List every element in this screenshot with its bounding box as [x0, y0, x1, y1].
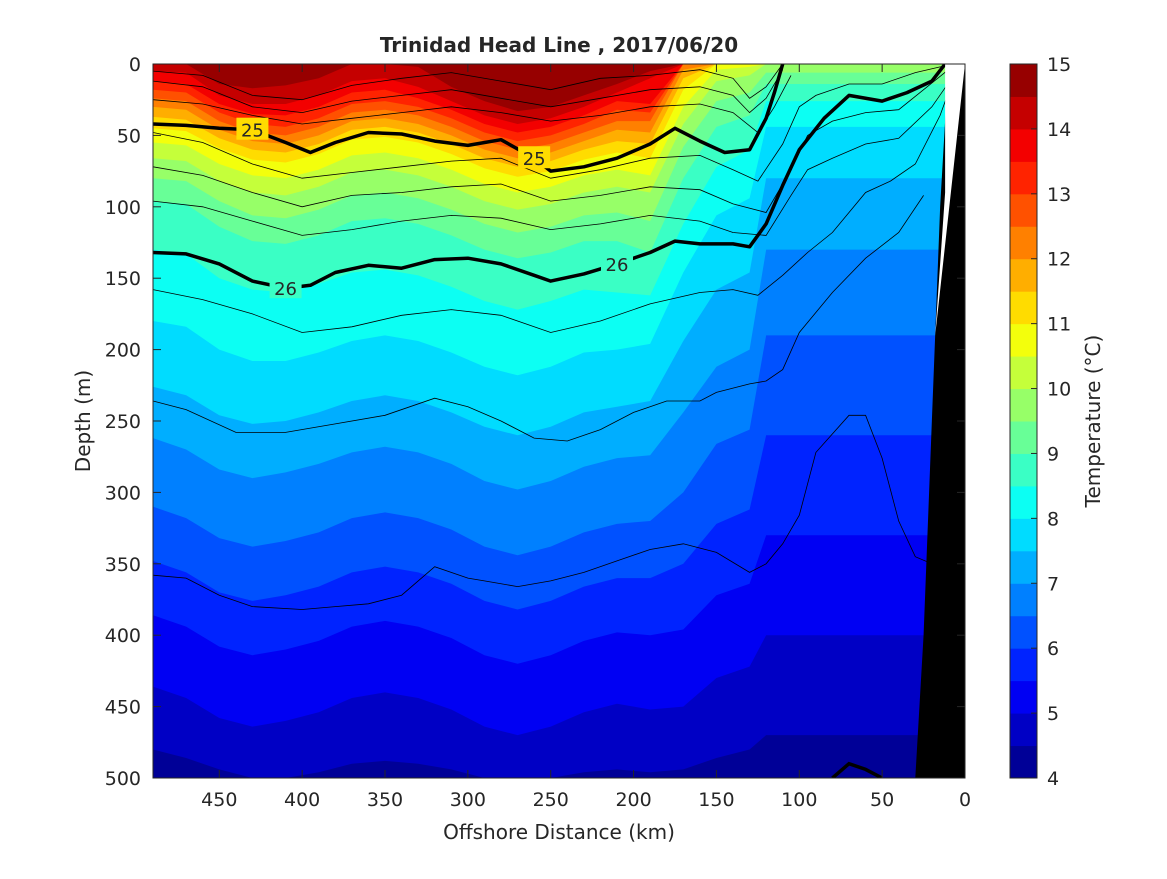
- colorbar-tick-label: 10: [1047, 379, 1071, 401]
- x-tick-label: 250: [533, 789, 569, 811]
- density-contour-line: [153, 75, 792, 134]
- colorbar-swatch: [1010, 64, 1037, 97]
- colorbar-tick-label: 12: [1047, 249, 1071, 271]
- y-tick-label: 250: [105, 411, 141, 433]
- y-tick-label: 50: [117, 125, 141, 147]
- axes: 450 400 350 300 250 200 150 100 50 00501001502002…: [105, 54, 971, 811]
- coast-gap: [935, 64, 965, 336]
- colorbar-tick-label: 11: [1047, 314, 1071, 336]
- density-contour-line: [153, 69, 784, 114]
- colorbar-tick-label: 15: [1047, 54, 1071, 76]
- y-tick-label: 0: [129, 54, 141, 76]
- y-tick-label: 200: [105, 340, 141, 362]
- colorbar-swatch: [1010, 453, 1037, 487]
- density-contour-line: [153, 69, 949, 213]
- density-contour-line: [153, 195, 924, 442]
- colorbar-tick-label: 6: [1047, 638, 1059, 660]
- contour-label-background: [236, 117, 269, 140]
- density-contour-line: [153, 64, 784, 101]
- colorbar-swatch: [1010, 713, 1037, 747]
- x-axis-label: Offshore Distance (km): [443, 820, 675, 844]
- x-tick-label: 50: [870, 789, 894, 811]
- colorbar-swatch: [1010, 356, 1037, 390]
- colorbar-swatch: [1010, 258, 1037, 292]
- colorbar-swatch: [1010, 96, 1037, 130]
- colorbar-swatch: [1010, 388, 1037, 422]
- contour-label-background: [518, 146, 551, 169]
- colorbar-swatch: [1010, 193, 1037, 227]
- density-contour-label: 25: [241, 121, 264, 142]
- colorbar-swatch: [1010, 161, 1037, 195]
- y-tick-label: 100: [105, 197, 141, 219]
- x-tick-label: 400: [284, 789, 320, 811]
- colorbar-tick-label: 5: [1047, 703, 1059, 725]
- density-contour-label: 26: [274, 279, 297, 300]
- colorbar-swatch: [1010, 648, 1037, 682]
- colorbar-swatch: [1010, 518, 1037, 552]
- colorbar-swatch: [1010, 615, 1037, 649]
- density-contour-label: 25: [523, 149, 546, 170]
- x-tick-label: 300: [450, 789, 486, 811]
- colorbar-swatch: [1010, 745, 1037, 779]
- x-tick-label: 450: [201, 789, 237, 811]
- chart-title: Trinidad Head Line , 2017/06/20: [380, 33, 738, 57]
- density-contour-line: [153, 414, 933, 610]
- density-contour-line: [153, 78, 953, 236]
- y-tick-label: 300: [105, 482, 141, 504]
- colorbar-swatch: [1010, 485, 1037, 519]
- x-tick-label: 150: [698, 789, 734, 811]
- colorbar-swatch: [1010, 291, 1037, 325]
- y-tick-label: 150: [105, 268, 141, 290]
- colorbar-tick-label: 7: [1047, 573, 1059, 595]
- colorbar: 4 5 6 7 8 9 10 11 12 13 14 15: [1009, 54, 1071, 790]
- x-tick-label: 0: [959, 789, 971, 811]
- density-contour-line: [153, 69, 958, 333]
- y-tick-label: 400: [105, 625, 141, 647]
- y-axis-label: Depth (m): [71, 370, 95, 472]
- colorbar-swatch: [1010, 583, 1037, 617]
- colorbar-tick-label: 8: [1047, 508, 1059, 530]
- colorbar-swatch: [1010, 421, 1037, 454]
- colorbar-swatch: [1010, 680, 1037, 714]
- colorbar-swatch: [1010, 128, 1037, 162]
- contour-label-background: [601, 251, 633, 274]
- bottom-isotherm-contour: [831, 761, 883, 778]
- colorbar-tick-label: 14: [1047, 119, 1071, 141]
- colorbar-tick-label: 9: [1047, 443, 1059, 465]
- colorbar-tick-label: 4: [1047, 768, 1059, 790]
- colorbar-frame: [1009, 63, 1038, 779]
- colorbar-label: Temperature (°C): [1081, 335, 1105, 509]
- x-tick-label: 350: [367, 789, 403, 811]
- x-tick-label: 100: [781, 789, 817, 811]
- y-tick-label: 500: [105, 768, 141, 790]
- colorbar-tick-label: 13: [1047, 184, 1071, 206]
- contour-label-background: [269, 276, 302, 299]
- y-tick-label: 350: [105, 554, 141, 576]
- density-contour-line: [153, 64, 957, 182]
- density-contour-26: [153, 64, 947, 290]
- colorbar-swatch: [1010, 323, 1037, 357]
- y-tick-label: 450: [105, 697, 141, 719]
- density-contour-25: [153, 64, 785, 173]
- colorbar-swatch: [1010, 226, 1037, 260]
- density-contour-label: 26: [606, 255, 629, 276]
- seafloor-bathymetry: [915, 64, 965, 778]
- colorbar-swatch: [1010, 550, 1037, 584]
- x-tick-label: 200: [615, 789, 651, 811]
- contour-lines: 25 25 26 26: [153, 64, 965, 778]
